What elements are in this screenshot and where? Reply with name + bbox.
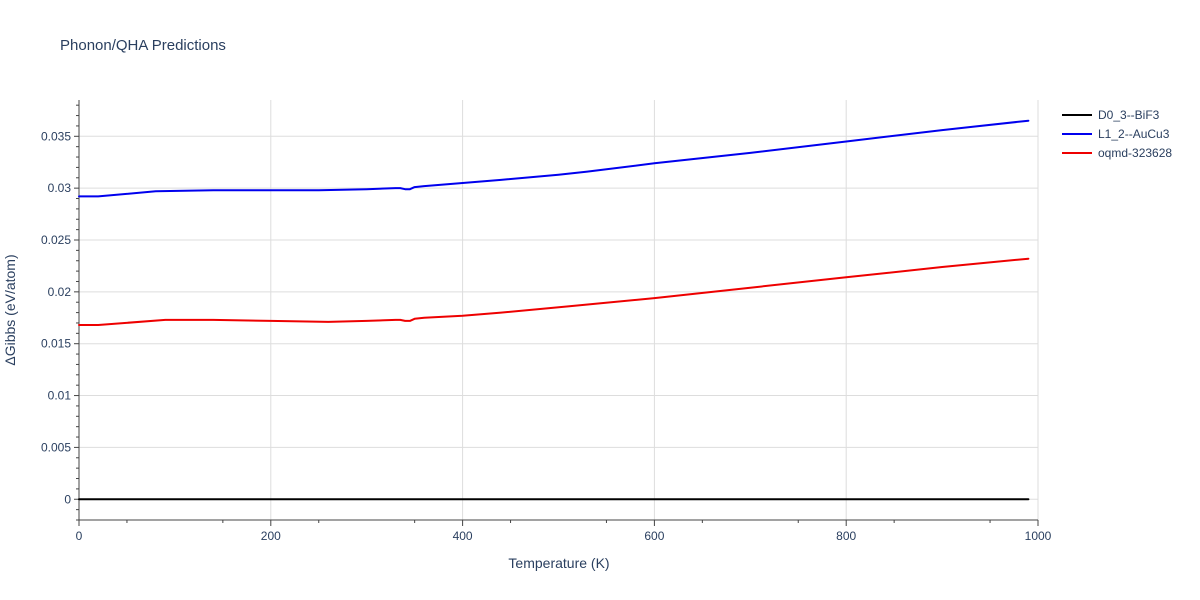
y-tick-label: 0.025 — [41, 233, 71, 247]
y-tick-label: 0.01 — [48, 389, 72, 403]
y-tick-label: 0.035 — [41, 129, 71, 143]
legend-label: D0_3--BiF3 — [1098, 108, 1160, 122]
series-line — [78, 257, 1030, 326]
axes: 0 200 400 600 800 1000 0 0.005 0.01 0.015 0.02 0.02… — [41, 100, 1052, 543]
x-tick-label: 0 — [76, 529, 83, 543]
legend-item[interactable]: L1_2--AuCu3 — [1062, 127, 1170, 141]
chart-title: Phonon/QHA Predictions — [60, 37, 226, 54]
y-tick-label: 0.005 — [41, 440, 71, 454]
x-tick-label: 600 — [644, 529, 664, 543]
series-line — [78, 119, 1030, 198]
legend-item[interactable]: oqmd-323628 — [1062, 146, 1172, 160]
legend-item[interactable]: D0_3--BiF3 — [1062, 108, 1160, 122]
y-tick-label: 0.02 — [48, 285, 72, 299]
x-tick-label: 1000 — [1025, 529, 1052, 543]
grid — [79, 100, 1039, 520]
y-tick-label: 0.015 — [41, 337, 71, 351]
x-tick-label: 400 — [453, 529, 473, 543]
y-axis-title: ΔGibbs (eV/atom) — [2, 254, 18, 365]
y-tick-label: 0.03 — [48, 181, 72, 195]
x-tick-label: 800 — [836, 529, 856, 543]
x-axis-title: Temperature (K) — [508, 555, 609, 571]
legend: D0_3--BiF3 L1_2--AuCu3 oqmd-323628 — [1062, 108, 1172, 160]
legend-label: oqmd-323628 — [1098, 146, 1172, 160]
y-tick-label: 0 — [64, 492, 71, 506]
legend-label: L1_2--AuCu3 — [1098, 127, 1170, 141]
plot-area — [78, 119, 1030, 501]
x-tick-label: 200 — [261, 529, 281, 543]
